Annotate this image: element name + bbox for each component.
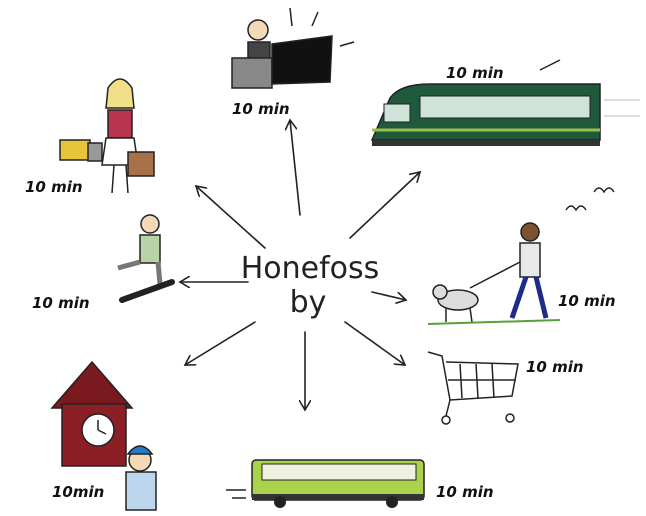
diagram: Honefoss by 10 min 10 min <box>0 0 646 516</box>
node-label: 10 min <box>446 64 504 82</box>
bus-illustration <box>226 460 424 508</box>
arrow <box>290 120 300 215</box>
arrow <box>350 172 420 238</box>
arrow <box>372 292 406 300</box>
node-label: 10 min <box>25 178 83 196</box>
skater-illustration <box>118 215 172 300</box>
train-illustration <box>372 60 640 146</box>
node-label: 10 min <box>436 483 494 501</box>
node-label: 10min <box>52 483 104 501</box>
center-line2: by <box>290 285 327 320</box>
node-label: 10 min <box>32 294 90 312</box>
arrow <box>345 322 405 365</box>
node-label: 10 min <box>526 358 584 376</box>
arrow <box>185 322 255 365</box>
node-label: 10 min <box>558 292 616 310</box>
shopper-illustration <box>60 79 154 193</box>
arrow <box>196 186 265 248</box>
center-line1: Honefoss <box>241 251 380 286</box>
node-label: 10 min <box>232 100 290 118</box>
office-illustration <box>232 8 354 88</box>
cart-illustration <box>428 352 518 424</box>
